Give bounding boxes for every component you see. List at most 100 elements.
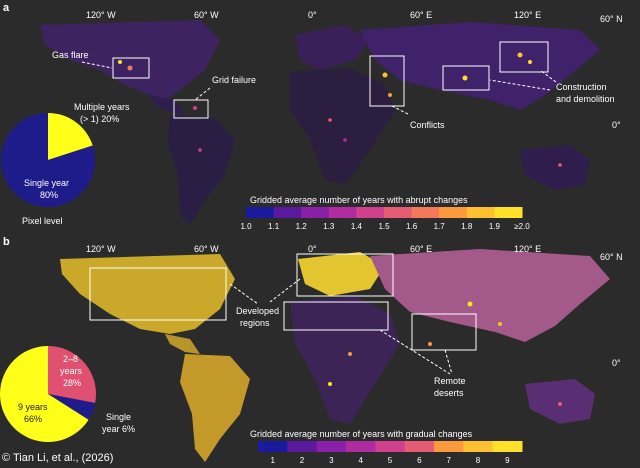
legend-swatch — [404, 441, 435, 452]
lon-label: 60° E — [410, 244, 432, 254]
hotspot-dot — [127, 65, 133, 71]
south-america-a — [168, 115, 235, 225]
legend-tick-label: 3 — [329, 456, 334, 465]
legend-tick-label: 1.1 — [268, 222, 280, 231]
lon-label: 0° — [308, 10, 317, 20]
south-america-b — [180, 354, 250, 462]
north-america-b — [60, 254, 235, 334]
hotspot-dot — [517, 52, 523, 58]
hotspot-dot — [118, 60, 122, 64]
europe-b — [298, 252, 385, 296]
hotspots-b — [328, 301, 562, 406]
legend-b-title: Gridded average number of years with gra… — [250, 429, 473, 439]
legend-swatch — [356, 207, 385, 218]
hotspot-dot — [198, 148, 202, 152]
europe-a — [295, 25, 370, 70]
gas-flare-box — [112, 57, 150, 79]
legend-tick-label: 1.6 — [406, 222, 418, 231]
pie-b-nine-pct: 66% — [24, 414, 42, 424]
legend-tick-label: 1.7 — [434, 222, 446, 231]
pie-slice-0 — [48, 113, 93, 160]
pie-a-single-label: Single year — [24, 178, 69, 188]
pie-slice-0 — [48, 346, 96, 403]
legend-tick-label: 8 — [476, 456, 481, 465]
remote-desert-box-1 — [283, 301, 389, 331]
legend-tick-label: 2 — [300, 456, 305, 465]
pie-a-single-pct: 80% — [40, 190, 58, 200]
hotspot-dot — [558, 402, 562, 406]
legend-tick-label: 9 — [505, 456, 510, 465]
construction-box-1 — [442, 65, 490, 91]
africa-b — [290, 296, 400, 424]
north-america-a — [40, 20, 220, 100]
map-a-svg: a 120° W 60° W 0° 60° E 120° E 60° N 0° … — [0, 2, 623, 231]
desert-pointer-1 — [379, 329, 451, 375]
legend-swatch — [346, 441, 376, 452]
construction-box-2 — [499, 41, 549, 73]
hotspot-dot — [328, 382, 332, 386]
legend-swatch — [287, 441, 318, 452]
developed-pointer-2 — [269, 278, 301, 303]
grid-failure-box — [173, 99, 209, 119]
legend-swatch — [328, 207, 357, 218]
lon-label: 120° W — [86, 10, 116, 20]
construction-label-line1: Construction — [556, 82, 607, 92]
legend-tick-label: 1 — [270, 456, 275, 465]
pie-b — [0, 346, 96, 442]
lat-label: 0° — [612, 358, 621, 368]
legend-tick-label: ≥2.0 — [514, 222, 530, 231]
hotspot-dot — [328, 118, 332, 122]
legend-tick-label: 1.2 — [296, 222, 308, 231]
conflicts-box — [369, 55, 405, 107]
legend-tick-label: 1.5 — [378, 222, 390, 231]
legend-tick-label: 7 — [446, 456, 451, 465]
central-america-a — [150, 95, 185, 115]
legend-swatch — [273, 207, 302, 218]
lon-label: 60° E — [410, 10, 432, 20]
hotspot-dot — [382, 72, 388, 78]
legend-b-bar: 1 2 3 4 5 6 7 8 9 — [258, 441, 523, 465]
pie-slice-2 — [0, 346, 89, 442]
pie-slice-1 — [0, 113, 95, 207]
legend-tick-label: 1.0 — [240, 222, 252, 231]
hotspots-a — [118, 52, 562, 167]
hotspot-dot — [193, 106, 197, 110]
grid-failure-label: Grid failure — [212, 75, 256, 85]
construction-label-line2: and demolition — [556, 94, 615, 104]
lon-label: 120° E — [514, 10, 541, 20]
lon-label: 60° W — [194, 244, 219, 254]
hotspot-dot — [462, 75, 468, 81]
pie-b-mid-pct: 28% — [63, 378, 81, 388]
legend-swatch — [492, 441, 523, 452]
pie-b-nine-label: 9 years — [18, 402, 48, 412]
conflicts-label: Conflicts — [410, 120, 445, 130]
hotspot-dot — [558, 163, 562, 167]
continents-b — [60, 249, 610, 462]
construction-pointer-1 — [489, 79, 551, 91]
legend-swatch — [316, 441, 347, 452]
australia-a — [520, 145, 590, 190]
pie-a-multi-label-line2: (> 1) 20% — [80, 114, 119, 124]
asia-b — [370, 249, 610, 342]
legend-swatch — [384, 207, 413, 218]
lat-label: 60° N — [600, 14, 623, 24]
desert-pointer-2 — [444, 349, 453, 375]
panel-a-abrupt-changes: a 120° W 60° W 0° 60° E 120° E 60° N 0° … — [0, 0, 640, 234]
hotspot-dot — [348, 352, 352, 356]
legend-swatch — [301, 207, 330, 218]
legend-tick-label: 1.8 — [461, 222, 473, 231]
panel-a-letter: a — [3, 2, 10, 14]
legend-tick-label: 4 — [358, 456, 363, 465]
panel-b-letter: b — [3, 236, 10, 248]
legend-swatch — [258, 441, 288, 452]
legend-swatch — [494, 207, 523, 218]
lon-label: 0° — [308, 244, 317, 254]
developed-label-line1: Developed — [236, 306, 279, 316]
desert-label-line2: deserts — [434, 388, 464, 398]
legend-swatch — [463, 441, 494, 452]
legend-a-bar: 1.0 1.1 1.2 1.3 1.4 1.5 1.6 1.7 1.8 1.9 ≥2.0 — [240, 207, 530, 231]
legend-swatch — [246, 207, 275, 218]
pie-b-single-label-line1: Single — [106, 412, 131, 422]
hotspot-dot — [343, 138, 347, 142]
legend-tick-label: 5 — [388, 456, 393, 465]
